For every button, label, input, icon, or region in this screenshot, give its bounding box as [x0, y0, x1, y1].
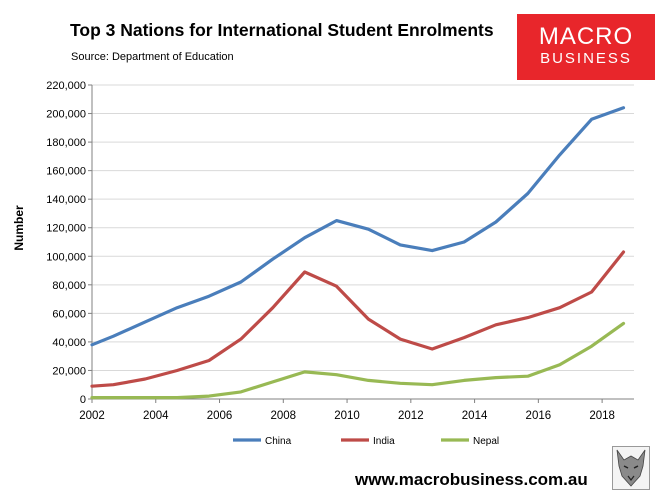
- y-tick-label: 40,000: [52, 337, 86, 349]
- y-tick-label: 160,000: [46, 166, 86, 178]
- legend-label-india: India: [373, 436, 395, 447]
- chart-title: Top 3 Nations for International Student …: [70, 20, 494, 40]
- x-tick-label: 2012: [398, 410, 424, 422]
- y-tick-label: 120,000: [46, 223, 86, 235]
- logo-line-2: BUSINESS: [540, 50, 632, 67]
- x-tick-label: 2014: [462, 410, 488, 422]
- y-tick-label: 0: [80, 394, 86, 406]
- y-tick-label: 200,000: [46, 109, 86, 121]
- y-axis-label: Number: [12, 205, 26, 251]
- series-lines: [90, 106, 626, 400]
- legend-label-nepal: Nepal: [473, 436, 499, 447]
- x-tick-labels: 2002 2004 2006 2008 2010 2012 2014 2016 2018: [79, 410, 615, 422]
- series-line-india: [90, 250, 626, 388]
- website-url: www.macrobusiness.com.au: [355, 470, 588, 489]
- y-tick-label: 20,000: [52, 365, 86, 377]
- axes: [91, 85, 634, 403]
- y-tick-label: 140,000: [46, 194, 86, 206]
- gridlines: [88, 84, 634, 400]
- y-tick-label: 60,000: [52, 308, 86, 320]
- y-tick-label: 80,000: [52, 280, 86, 292]
- x-tick-label: 2004: [143, 410, 169, 422]
- series-line-nepal: [90, 321, 626, 400]
- y-tick-labels: 0 20,000 40,000 60,000 80,000 100,000 120,000 1…: [46, 80, 86, 406]
- x-tick-label: 2016: [526, 410, 552, 422]
- x-tick-label: 2010: [334, 410, 360, 422]
- legend-label-china: China: [265, 436, 292, 447]
- y-tick-label: 220,000: [46, 80, 86, 92]
- y-tick-label: 100,000: [46, 251, 86, 263]
- legend: China India Nepal: [233, 436, 499, 447]
- wolf-logo-icon: [612, 446, 650, 490]
- x-tick-label: 2018: [589, 410, 615, 422]
- logo-line-1: MACRO: [538, 23, 634, 50]
- x-tick-label: 2008: [270, 410, 296, 422]
- macrobusiness-logo: MACRO BUSINESS: [517, 14, 655, 80]
- chart-subtitle: Source: Department of Education: [71, 51, 234, 63]
- x-tick-label: 2002: [79, 410, 105, 422]
- x-tick-label: 2006: [207, 410, 233, 422]
- series-line-china: [90, 106, 626, 347]
- y-tick-label: 180,000: [46, 137, 86, 149]
